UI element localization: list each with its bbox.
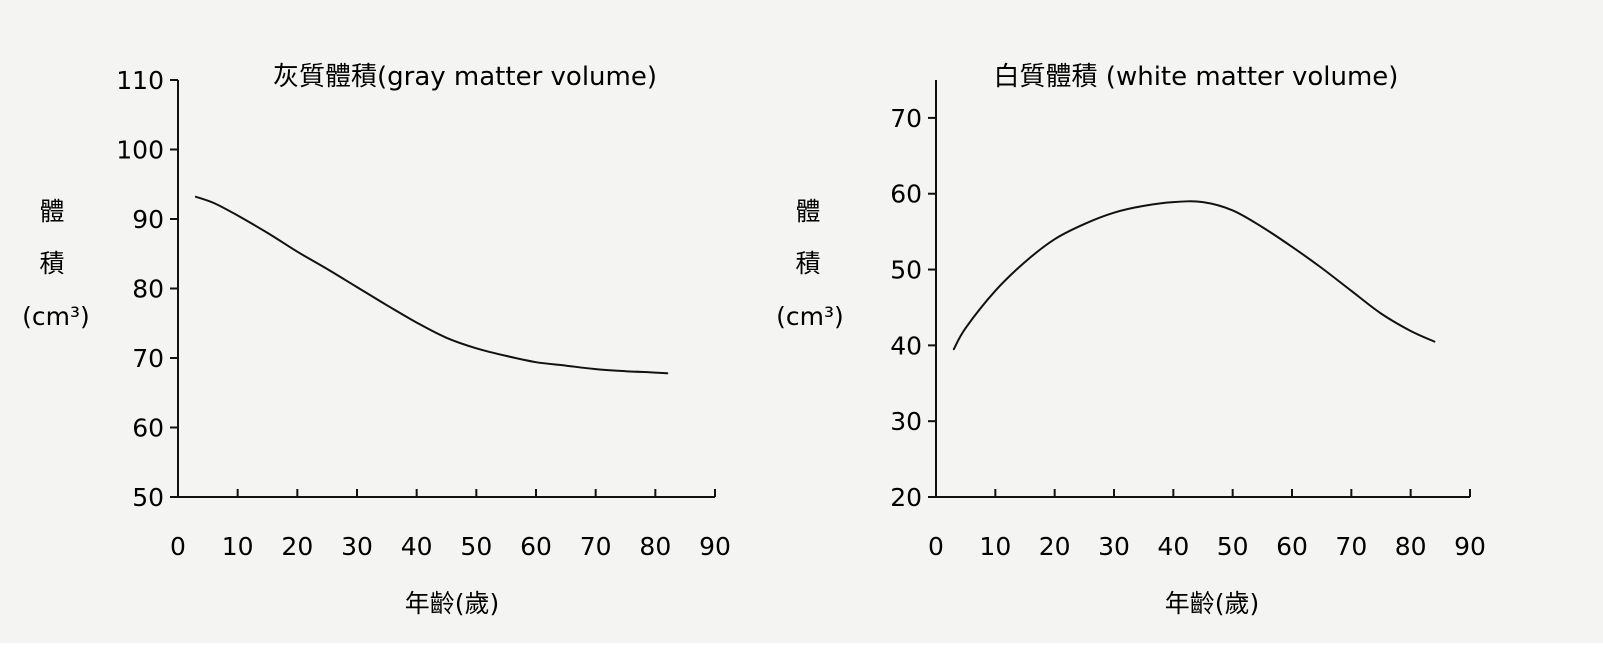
gray-matter-axes (177, 80, 715, 498)
white-matter-x-tick-label: 60 (1276, 532, 1308, 561)
gray-matter-y-tick-label: 50 (132, 483, 164, 512)
white-matter-x-ticks: 0 10 20 30 40 50 60 70 80 90 (928, 489, 1486, 561)
gray-matter-y-tick-label: 90 (132, 205, 164, 234)
gray-matter-chart-title: 灰質體積(gray matter volume) (273, 62, 657, 92)
white-matter-series (952, 200, 1436, 351)
white-matter-ylabel-line-3: (cm³) (776, 302, 844, 331)
gray-matter-xlabel: 年齡(歲) (405, 589, 500, 618)
white-matter-series-line-0 (952, 200, 1436, 351)
white-matter-x-tick-label: 10 (979, 532, 1011, 561)
gray-matter-x-tick-label: 80 (639, 532, 671, 561)
gray-matter-x-tick-label: 90 (699, 532, 731, 561)
gray-matter-ylabel-line-1: 體 (39, 197, 64, 226)
white-matter-y-tick-label: 20 (890, 483, 922, 512)
white-matter-x-tick-label: 50 (1217, 532, 1249, 561)
white-matter-y-tick-label: 30 (890, 407, 922, 436)
white-matter-ylabel-line-2: 積 (795, 249, 820, 278)
white-matter-x-tick-label: 40 (1157, 532, 1189, 561)
gray-matter-x-tick-label: 10 (222, 532, 254, 561)
gray-matter-x-tick-label: 0 (170, 532, 186, 561)
gray-matter-ylabel-line-2: 積 (39, 249, 64, 278)
white-matter-x-tick-label: 80 (1395, 532, 1427, 561)
white-matter-x-tick-label: 90 (1454, 532, 1486, 561)
gray-matter-y-tick-label: 110 (116, 66, 164, 95)
gray-matter-x-tick-label: 20 (281, 532, 313, 561)
gray-matter-y-ticks: 50 60 70 80 90 100 110 (116, 66, 178, 512)
gray-matter-x-tick-label: 30 (341, 532, 373, 561)
white-matter-x-tick-label: 20 (1039, 532, 1071, 561)
white-matter-y-tick-label: 60 (890, 180, 922, 209)
gray-matter-y-tick-label: 70 (132, 344, 164, 373)
gray-matter-series (194, 195, 669, 375)
white-matter-ylabel-line-1: 體 (795, 197, 820, 226)
gray-matter-y-tick-label: 80 (132, 275, 164, 304)
white-matter-chart-title: 白質體積 (white matter volume) (994, 62, 1399, 92)
white-matter-y-tick-label: 40 (890, 331, 922, 360)
white-matter-x-tick-label: 70 (1335, 532, 1367, 561)
white-matter-xlabel: 年齡(歲) (1165, 589, 1260, 618)
gray-matter-series-line-0 (194, 195, 669, 375)
gray-matter-ylabel-line-3: (cm³) (22, 302, 90, 331)
gray-matter-x-tick-label: 50 (460, 532, 492, 561)
white-matter-x-tick-label: 30 (1098, 532, 1130, 561)
gray-matter-x-tick-label: 40 (401, 532, 433, 561)
white-matter-y-tick-label: 70 (890, 104, 922, 133)
gray-matter-x-ticks: 0 10 20 30 40 50 60 70 80 90 (170, 489, 731, 561)
white-matter-chart: 白質體積 (white matter volume) 體 積 (cm³) 年齡(… (776, 62, 1486, 618)
gray-matter-chart: 灰質體積(gray matter volume) 體 積 (cm³) 年齡(歲)… (22, 62, 731, 618)
white-matter-axes (935, 80, 1470, 498)
gray-matter-x-tick-label: 60 (520, 532, 552, 561)
gray-matter-y-tick-label: 100 (116, 136, 164, 165)
white-matter-y-tick-label: 50 (890, 256, 922, 285)
gray-matter-x-tick-label: 70 (580, 532, 612, 561)
gray-matter-y-tick-label: 60 (132, 414, 164, 443)
white-matter-x-tick-label: 0 (928, 532, 944, 561)
white-matter-y-ticks: 20 30 40 50 60 70 (890, 104, 936, 512)
